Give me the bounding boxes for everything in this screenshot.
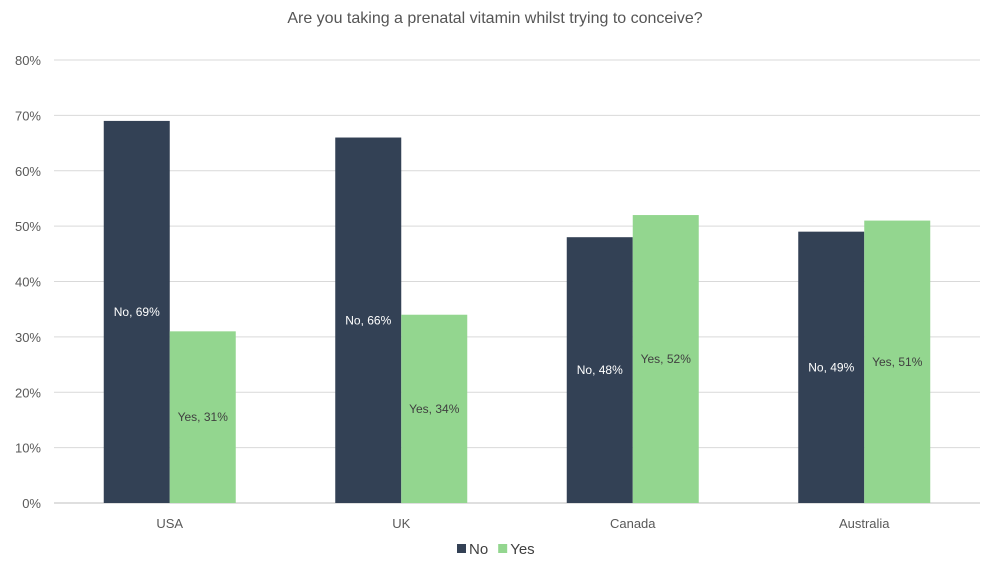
bar-no: [798, 231, 865, 503]
x-category-label: UK: [392, 516, 410, 531]
bars: [103, 120, 931, 504]
y-tick-label: 10%: [15, 441, 41, 456]
legend-label-yes: Yes: [510, 541, 534, 558]
y-tick-label: 40%: [15, 275, 41, 290]
data-label: No, 48%: [577, 363, 623, 377]
y-tick-label: 60%: [15, 164, 41, 179]
bar-yes: [864, 220, 931, 503]
legend-label-no: No: [469, 541, 488, 558]
bar-no: [335, 137, 402, 503]
data-label: Yes, 51%: [872, 355, 923, 369]
x-category-label: Australia: [839, 516, 890, 531]
y-axis-ticks: 0% 10% 20% 30% 40% 50% 60% 70% 80%: [15, 53, 41, 511]
data-label: Yes, 52%: [641, 352, 692, 366]
data-label: Yes, 34%: [409, 402, 460, 416]
bar-yes: [169, 331, 236, 503]
y-tick-label: 80%: [15, 53, 41, 68]
y-tick-label: 0%: [22, 496, 41, 511]
bar-yes: [632, 215, 699, 504]
data-labels: No, 69% Yes, 31% No, 66% Yes, 34% No, 48% Yes…: [114, 305, 923, 424]
y-tick-label: 70%: [15, 108, 41, 123]
y-tick-label: 20%: [15, 385, 41, 400]
bar-no: [566, 237, 633, 503]
y-tick-label: 50%: [15, 219, 41, 234]
bar-yes: [401, 314, 468, 503]
y-tick-label: 30%: [15, 330, 41, 345]
legend-swatch-yes: [498, 544, 508, 553]
legend-swatch-no: [457, 544, 466, 553]
data-label: No, 66%: [345, 313, 391, 327]
chart-title: Are you taking a prenatal vitamin whilst…: [287, 10, 702, 27]
bar-no: [103, 120, 170, 503]
x-axis-categories: USA UK Canada Australia: [156, 516, 890, 531]
x-category-label: USA: [156, 516, 183, 531]
data-label: Yes, 31%: [178, 410, 229, 424]
data-label: No, 49%: [808, 360, 854, 374]
data-label: No, 69%: [114, 305, 160, 319]
legend: No Yes: [457, 541, 535, 558]
x-category-label: Canada: [610, 516, 656, 531]
